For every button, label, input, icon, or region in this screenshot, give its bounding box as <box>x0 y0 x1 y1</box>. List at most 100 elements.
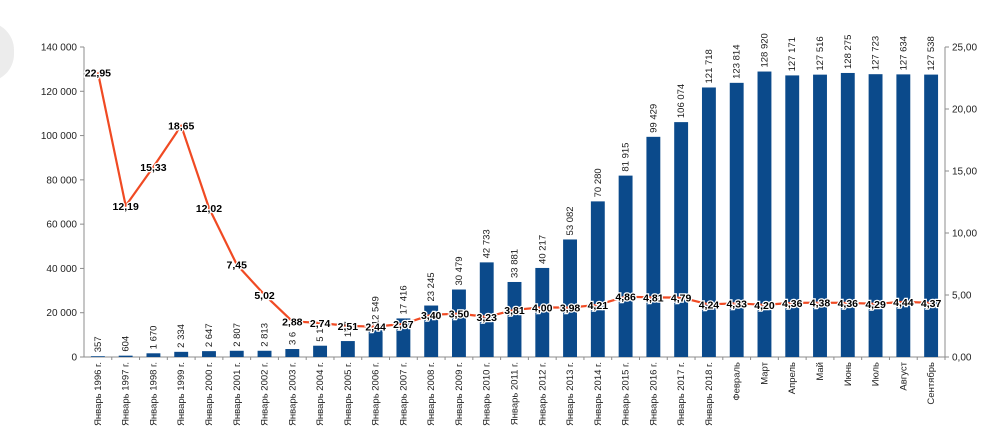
left-tick-label: 60 000 <box>46 220 77 231</box>
rate-value-label: 4,21 <box>588 300 609 312</box>
x-category-label: Январь 2005 г. <box>343 362 354 426</box>
rate-line-series <box>96 72 932 328</box>
x-category-label: Июль <box>871 362 882 386</box>
left-tick-label: 40 000 <box>46 264 77 275</box>
rate-value-label: 4,81 <box>643 292 664 304</box>
bar-value-label: 2 647 <box>204 323 215 347</box>
bar-value-label: 128 920 <box>759 33 770 67</box>
left-tick-label: 0 <box>71 353 77 364</box>
right-tick-label: 10,00 <box>952 229 977 240</box>
rate-value-label: 3,23 <box>477 312 498 324</box>
x-category-label: Январь 2000 г. <box>204 362 215 426</box>
rate-value-label: 4,29 <box>865 299 886 311</box>
x-category-label: Январь 2010 г. <box>482 362 493 426</box>
x-category-label: Январь 2013 г. <box>565 362 576 426</box>
bar <box>757 71 772 357</box>
bar-value-label: 604 <box>121 336 132 352</box>
x-category-label: Январь 2003 г. <box>287 362 298 426</box>
bar <box>174 351 189 357</box>
bar-value-label: 30 479 <box>454 256 465 285</box>
bar-value-label: 23 245 <box>426 272 437 301</box>
bar <box>868 74 883 357</box>
x-category-label: Июнь <box>843 362 854 386</box>
bar <box>840 72 855 358</box>
x-category-label: Январь 2006 г. <box>371 362 382 426</box>
rate-value-label: 4,24 <box>699 299 720 311</box>
bar <box>701 87 716 358</box>
bar <box>452 289 466 357</box>
bar <box>813 74 827 358</box>
rate-value-label: 4,86 <box>615 292 636 304</box>
rate-value-label: 4,33 <box>726 298 747 310</box>
bar-value-label: 99 429 <box>648 104 659 133</box>
left-tick-label: 80 000 <box>46 175 77 186</box>
x-category-label: Январь 1998 г. <box>148 362 159 426</box>
rate-value-label: 4,38 <box>810 298 831 310</box>
x-category-label: Январь 2018 г. <box>704 362 715 426</box>
bar-value-label: 2 807 <box>232 323 243 347</box>
bar <box>590 201 605 357</box>
bar-value-label: 121 718 <box>704 49 715 83</box>
left-tick-label: 140 000 <box>41 43 78 54</box>
x-category-label: Январь 2008 г. <box>426 362 437 426</box>
x-category-label: Январь 1999 г. <box>176 362 187 426</box>
right-tick-label: 15,00 <box>952 167 977 178</box>
x-category-label: Январь 2017 г. <box>676 362 687 426</box>
rate-value-label: 4,79 <box>671 293 692 305</box>
side-tab-decoration <box>0 22 14 82</box>
x-category-label: Август <box>898 361 909 390</box>
bar <box>285 349 300 357</box>
x-category-label: Январь 1997 г. <box>121 362 132 426</box>
x-category-label: Апрель <box>787 362 798 394</box>
right-tick-label: 20,00 <box>952 105 977 116</box>
rate-value-label: 4,36 <box>838 298 859 310</box>
bar-value-label: 357 <box>93 336 104 352</box>
x-category-label: Январь 2001 г. <box>232 362 243 426</box>
bar <box>646 136 661 357</box>
bar <box>507 281 522 357</box>
bar-value-label: 2 334 <box>176 324 187 348</box>
x-category-label: Январь 2016 г. <box>648 362 659 426</box>
left-tick-label: 20 000 <box>46 308 77 319</box>
bar-value-label: 127 516 <box>815 36 826 70</box>
right-tick-label: 0,00 <box>952 353 972 364</box>
rate-value-label: 18,65 <box>168 121 194 133</box>
rate-value-label: 4,00 <box>532 302 553 314</box>
bar-value-label: 2 813 <box>260 323 271 347</box>
bar <box>396 318 411 357</box>
bar-value-label: 127 538 <box>926 36 937 70</box>
x-category-label: Январь 2007 г. <box>398 362 409 426</box>
rate-value-label: 2,74 <box>310 318 331 330</box>
rate-value-label: 15,33 <box>140 162 166 174</box>
x-category-label: Сентябрь <box>926 362 937 405</box>
rate-value-label: 2,44 <box>365 322 386 334</box>
x-category-label: Январь 1996 г. <box>93 362 104 426</box>
bar-value-label: 123 814 <box>732 44 743 78</box>
bar <box>618 175 633 357</box>
rate-value-label: 12,02 <box>196 203 222 215</box>
bar <box>896 74 911 357</box>
bar <box>924 74 939 358</box>
rate-value-label: 2,51 <box>338 321 359 333</box>
bar-series <box>90 71 939 358</box>
rate-value-label: 4,36 <box>782 298 803 310</box>
x-category-label: Май <box>815 362 826 381</box>
x-category-label: Январь 2011 г. <box>510 362 521 425</box>
bar <box>118 355 133 357</box>
rate-value-label: 5,02 <box>254 290 275 302</box>
bar <box>146 353 161 357</box>
rate-value-label: 4,44 <box>893 297 914 309</box>
bar-value-label: 5 1 <box>315 328 326 341</box>
rate-value-label: 3,50 <box>449 309 470 321</box>
bar-value-label: 40 217 <box>537 235 548 264</box>
bar-value-label: 53 082 <box>565 206 576 235</box>
bar <box>229 350 244 357</box>
rate-value-label: 3,81 <box>504 305 525 317</box>
bar <box>90 356 105 357</box>
bar-value-label: 127 723 <box>871 36 882 70</box>
bar-value-label: 81 915 <box>621 143 632 172</box>
bar-value-label: 3 6 <box>287 332 298 345</box>
x-category-label: Январь 2014 г. <box>593 362 604 426</box>
x-category-label: Январь 2009 г. <box>454 362 465 426</box>
